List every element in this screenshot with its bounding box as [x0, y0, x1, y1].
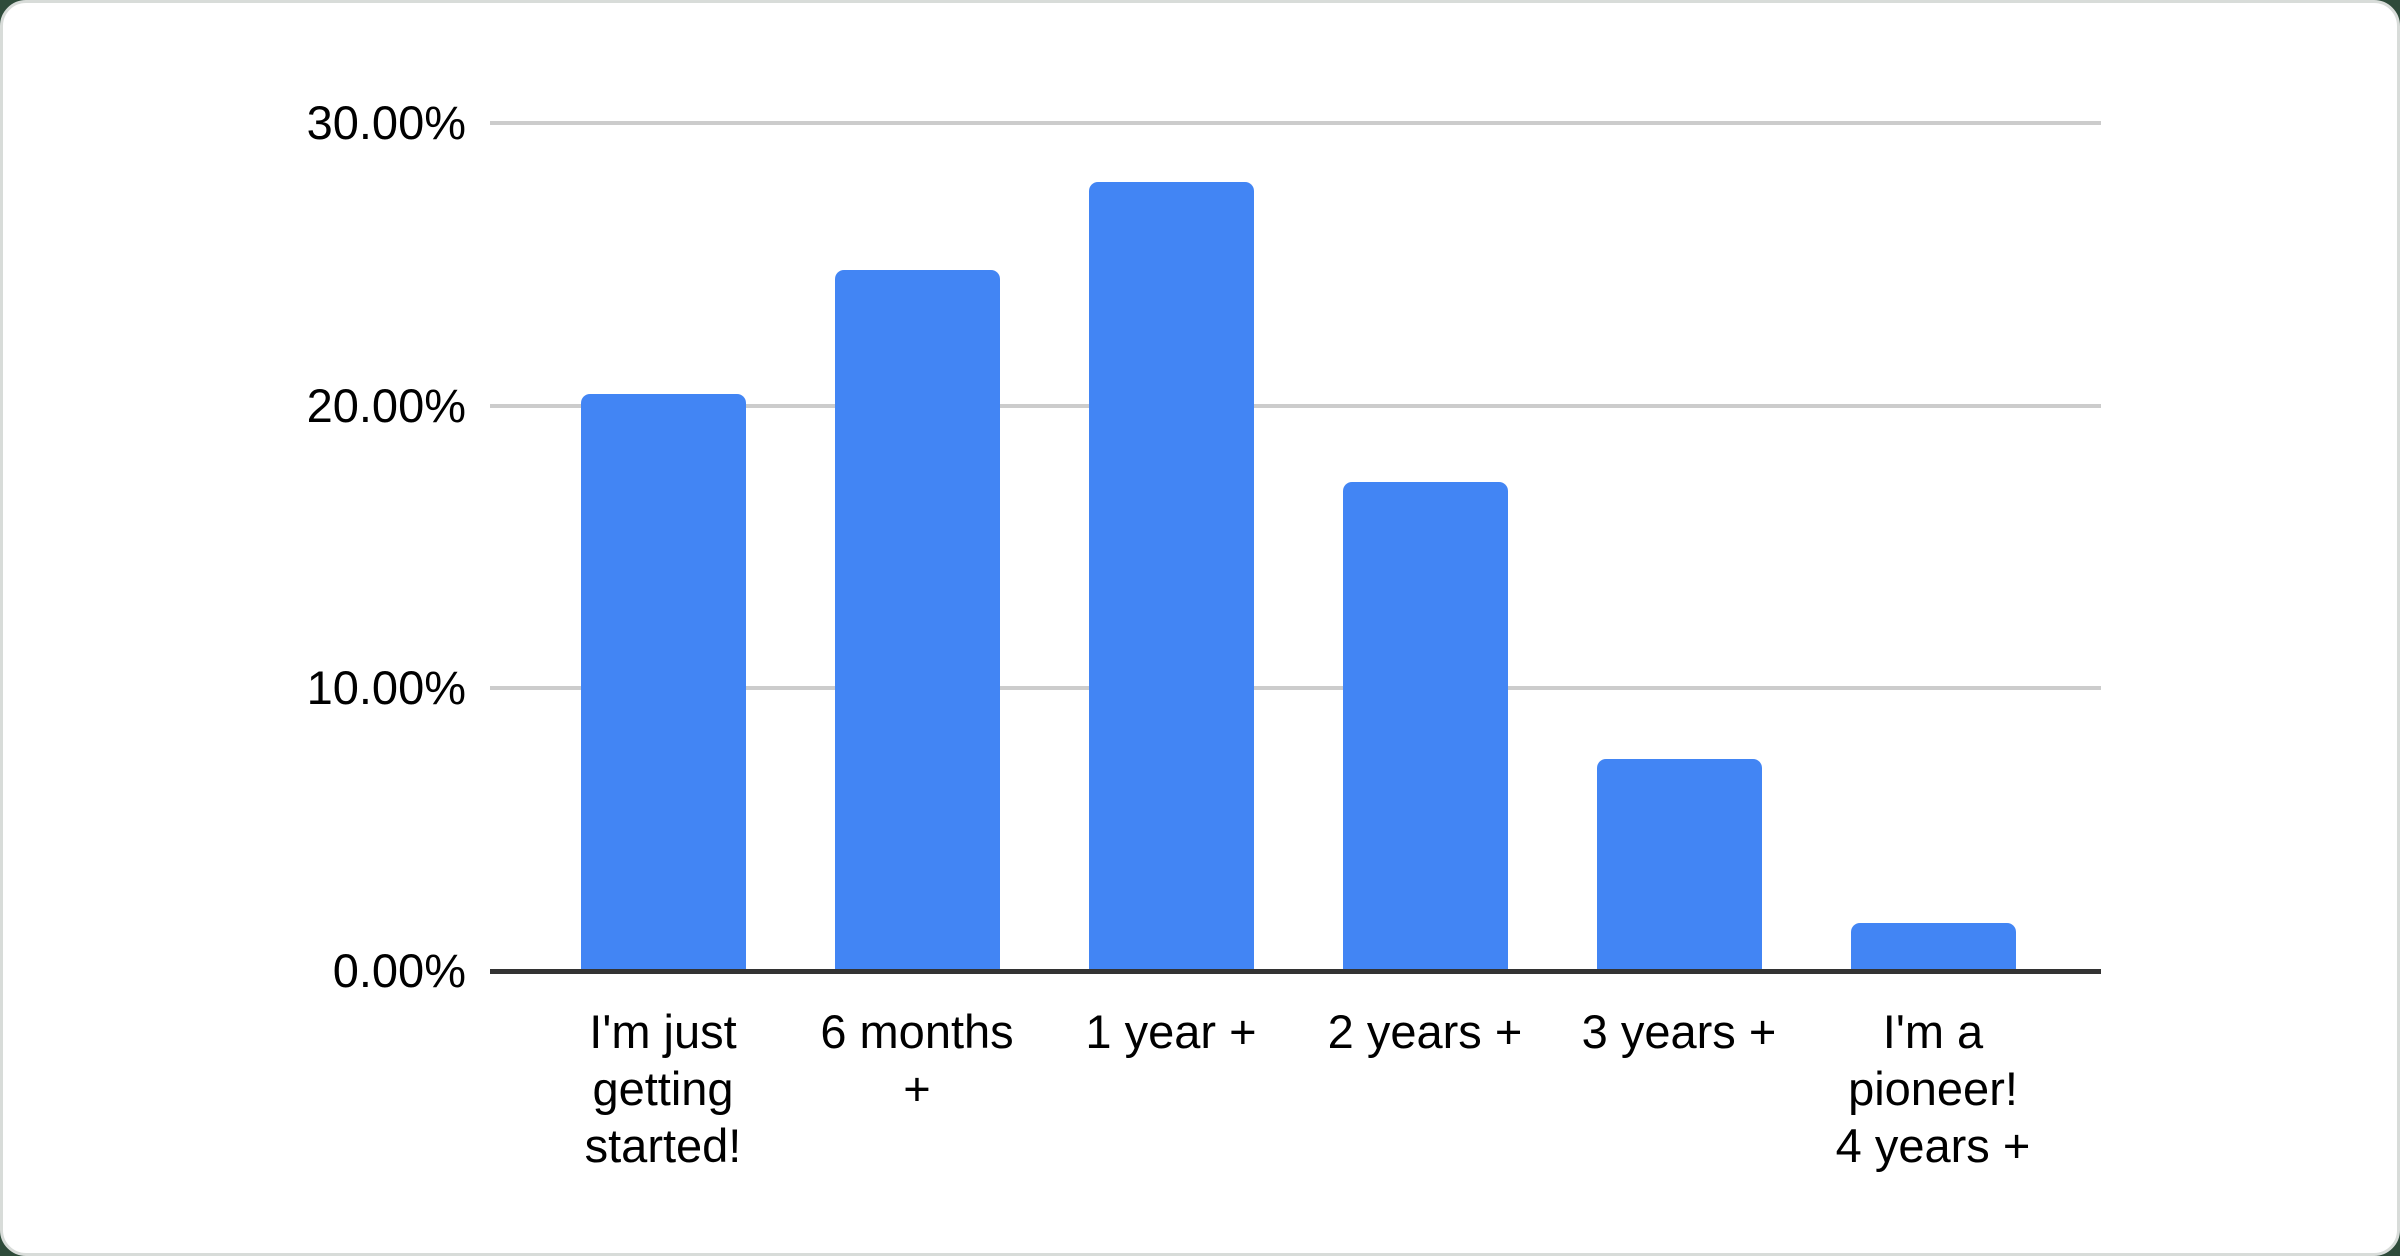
bar-chart: 30.00% 20.00% 10.00% 0.00% I'm just getting … — [3, 3, 2397, 1253]
y-axis-tick-label: 0.00% — [332, 944, 466, 997]
x-axis-line — [490, 969, 2101, 974]
y-axis-tick-label: 10.00% — [306, 661, 466, 715]
gridline-30.00% — [490, 121, 2101, 125]
x-axis-category-label-2: 6 months + — [820, 1005, 1014, 1115]
bar-4 — [1342, 482, 1508, 971]
x-axis-category-label-1: I'm just getting started! — [584, 1005, 742, 1172]
y-axis-tick-label: 20.00% — [306, 378, 466, 432]
bar-6 — [1850, 923, 2016, 971]
bar-5 — [1596, 759, 1762, 971]
y-axis-tick-label: 30.00% — [306, 96, 466, 149]
bar-2 — [834, 270, 1000, 971]
bar-1 — [580, 394, 746, 971]
gridline-10.00% — [490, 686, 2101, 691]
bar-3 — [1088, 182, 1254, 971]
x-axis-category-label-4: 2 years + — [1327, 1005, 1523, 1058]
x-axis-category-label-6: I'm a pioneer! 4 years + — [1835, 1005, 2031, 1172]
gridline-20.00% — [490, 403, 2101, 408]
x-axis-category-label-5: 3 years + — [1581, 1005, 1777, 1058]
x-axis-category-label-3: 1 year + — [1085, 1005, 1257, 1058]
